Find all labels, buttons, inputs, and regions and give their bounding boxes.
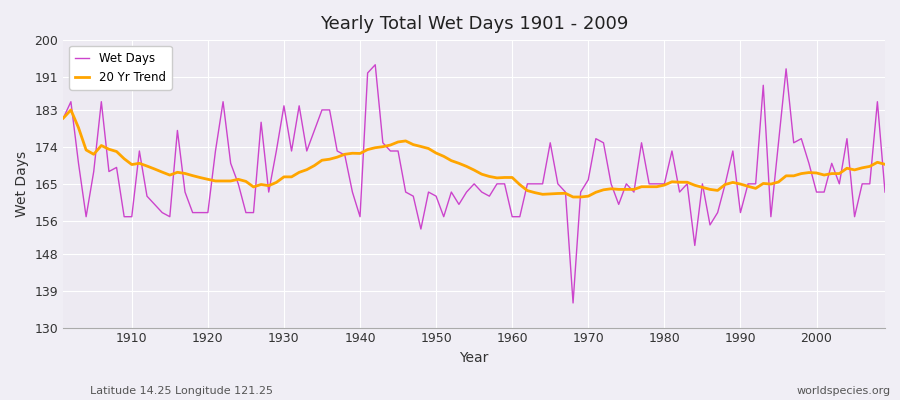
Wet Days [58, 116, 68, 120]
Legend: Wet Days, 20 Yr Trend: Wet Days, 20 Yr Trend [69, 46, 172, 90]
Wet Days [879, 190, 890, 194]
Wet Days [332, 148, 343, 153]
20 Yr Trend [58, 116, 68, 120]
Wet Days [370, 62, 381, 67]
20 Yr Trend [293, 170, 304, 175]
20 Yr Trend [613, 187, 624, 192]
20 Yr Trend [507, 175, 517, 180]
Text: Latitude 14.25 Longitude 121.25: Latitude 14.25 Longitude 121.25 [90, 386, 273, 396]
20 Yr Trend [879, 162, 890, 167]
20 Yr Trend [339, 152, 350, 157]
20 Yr Trend [66, 108, 77, 112]
Wet Days [613, 202, 624, 207]
Line: 20 Yr Trend: 20 Yr Trend [63, 110, 885, 197]
Wet Days [568, 300, 579, 305]
20 Yr Trend [515, 182, 526, 187]
20 Yr Trend [126, 162, 137, 167]
Wet Days [119, 214, 130, 219]
20 Yr Trend [568, 194, 579, 199]
Title: Yearly Total Wet Days 1901 - 2009: Yearly Total Wet Days 1901 - 2009 [320, 15, 628, 33]
Wet Days [515, 214, 526, 219]
Wet Days [286, 148, 297, 153]
Y-axis label: Wet Days: Wet Days [15, 151, 29, 217]
X-axis label: Year: Year [460, 351, 489, 365]
Wet Days [507, 214, 517, 219]
Line: Wet Days: Wet Days [63, 65, 885, 303]
Text: worldspecies.org: worldspecies.org [796, 386, 891, 396]
